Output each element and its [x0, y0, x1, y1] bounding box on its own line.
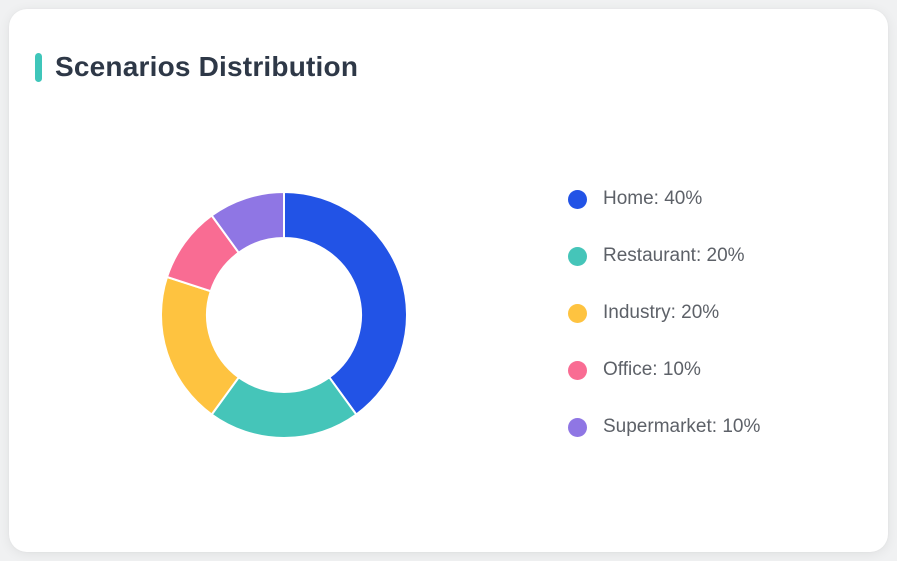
- legend-label: Office: 10%: [603, 359, 701, 380]
- card-header: Scenarios Distribution: [35, 51, 358, 83]
- donut-slice-supermarket[interactable]: [210, 190, 285, 255]
- legend-item-industry[interactable]: Industry: 20%: [568, 302, 760, 323]
- legend-dot-icon: [568, 246, 587, 266]
- legend-item-office[interactable]: Office: 10%: [568, 359, 760, 380]
- title-accent-bar: [35, 52, 42, 82]
- legend-label: Restaurant: 20%: [603, 245, 745, 266]
- legend-label: Supermarket: 10%: [603, 416, 761, 437]
- donut-slice-home[interactable]: [283, 190, 408, 416]
- scenarios-distribution-card: Scenarios Distribution Home: 40% Restaur…: [9, 9, 888, 552]
- legend-item-home[interactable]: Home: 40%: [568, 188, 760, 209]
- legend-label: Industry: 20%: [603, 302, 720, 323]
- legend-item-supermarket[interactable]: Supermarket: 10%: [568, 416, 761, 437]
- legend-dot-icon: [568, 360, 587, 380]
- legend-dot-icon: [568, 189, 587, 209]
- card-title: Scenarios Distribution: [55, 51, 359, 82]
- donut-slice-restaurant[interactable]: [210, 375, 358, 439]
- donut-chart: [159, 190, 409, 440]
- legend-dot-icon: [568, 417, 587, 437]
- legend: Home: 40% Restaurant: 20% Industry: 20% …: [568, 188, 761, 437]
- legend-label: Home: 40%: [603, 188, 703, 209]
- donut-slice-industry[interactable]: [160, 275, 241, 416]
- legend-dot-icon: [568, 303, 587, 323]
- donut-chart-svg: [160, 190, 408, 439]
- legend-item-restaurant[interactable]: Restaurant: 20%: [568, 245, 760, 266]
